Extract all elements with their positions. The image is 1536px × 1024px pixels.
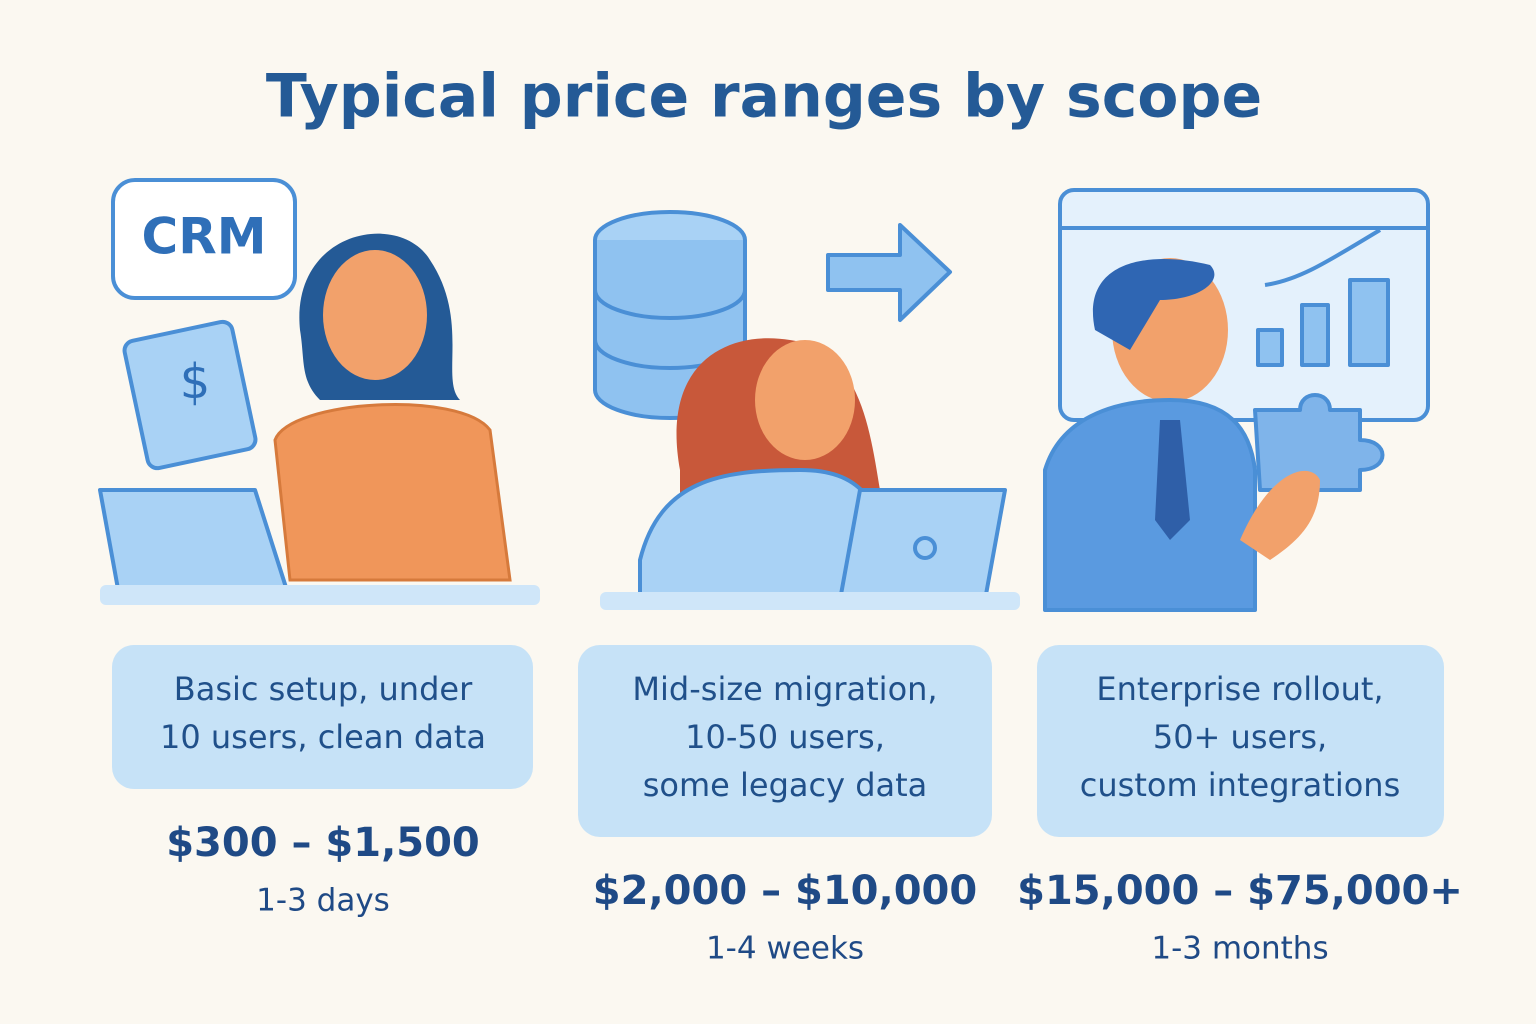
tier-description: Mid-size migration, bbox=[632, 670, 937, 708]
tier-description: 50+ users, bbox=[1153, 718, 1327, 756]
tier-duration: 1-4 weeks bbox=[706, 931, 864, 967]
tier-description: Enterprise rollout, bbox=[1096, 670, 1383, 708]
tier-duration: 1-3 months bbox=[1151, 931, 1328, 967]
illustration-mid bbox=[593, 210, 1020, 610]
dollar-icon: $ bbox=[180, 354, 211, 410]
tier-card bbox=[112, 645, 533, 789]
tier-duration: 1-3 days bbox=[256, 883, 390, 919]
title: Typical price ranges by scope bbox=[266, 62, 1262, 132]
tier-description: some legacy data bbox=[643, 766, 928, 804]
tier-description: Basic setup, under bbox=[174, 670, 473, 708]
tiers: Basic setup, under 10 users, clean data $3… bbox=[112, 645, 1463, 967]
illustration-enterprise bbox=[1043, 188, 1430, 612]
tier-card bbox=[578, 645, 992, 837]
crm-label: CRM bbox=[142, 208, 267, 266]
tier-description: 10-50 users, bbox=[685, 718, 885, 756]
tier-price: $300 – $1,500 bbox=[166, 820, 480, 866]
tier-price: $15,000 – $75,000+ bbox=[1017, 868, 1463, 914]
tier-description: 10 users, clean data bbox=[160, 718, 486, 756]
tier-card bbox=[1037, 645, 1444, 837]
tier-price: $2,000 – $10,000 bbox=[593, 868, 977, 914]
illustration-basic: CRM $ bbox=[98, 178, 540, 605]
tier-description: custom integrations bbox=[1080, 766, 1400, 804]
